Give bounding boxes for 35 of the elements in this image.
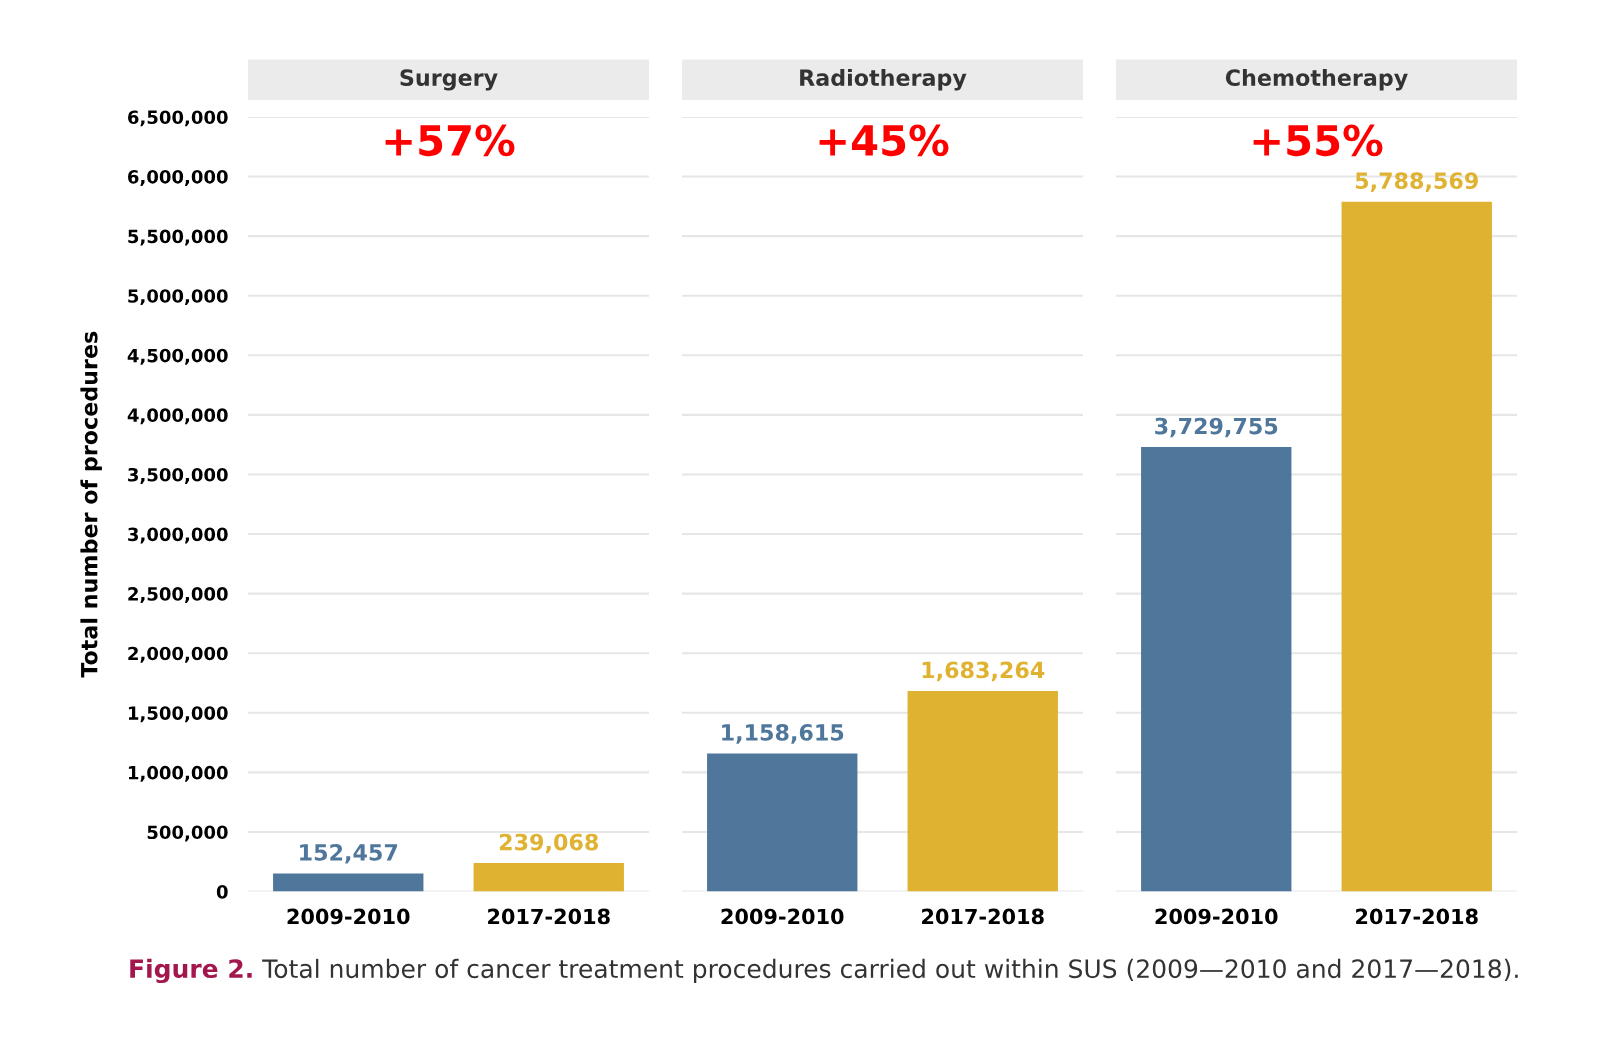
y-tick-label: 1,000,000 — [128, 765, 228, 782]
data-label: 152,457 — [300, 843, 398, 864]
y-tick-label: 3,500,000 — [128, 467, 228, 484]
x-tick-label: 2017-2018 — [922, 908, 1044, 925]
data-label: 1,683,264 — [922, 661, 1045, 682]
y-tick-label: 1,500,000 — [128, 706, 228, 723]
chart-title: Chemotherapy — [1225, 68, 1408, 91]
y-tick-label: 2,500,000 — [128, 587, 228, 604]
y-tick-label: 5,500,000 — [128, 229, 228, 246]
y-tick-label: 6,000,000 — [128, 169, 228, 186]
x-tick-label: 2009-2010 — [287, 908, 410, 925]
y-axis-title: Total number of procedures — [80, 331, 102, 678]
annotation: +45% — [819, 124, 949, 157]
y-tick-label: 500,000 — [147, 825, 228, 842]
data-label: 239,068 — [499, 833, 598, 854]
data-label: 1,158,615 — [722, 724, 844, 744]
data-label: 3,729,755 — [1155, 417, 1278, 438]
y-tick-label: 5,000,000 — [128, 289, 228, 306]
text: Total number of cancer treatment procedures carried out within SUS (2009—2010 and 2017—2018). — [262, 958, 1518, 984]
annotation: +55% — [1253, 124, 1383, 157]
y-tick-label: 4,000,000 — [127, 408, 228, 425]
annotation: +57% — [385, 124, 515, 157]
x-tick-label: 2017-2018 — [1356, 908, 1478, 925]
y-tick-label: 2,000,000 — [128, 646, 228, 663]
x-tick-label: 2009-2010 — [721, 908, 844, 925]
y-tick-label: 6,500,000 — [128, 110, 228, 127]
x-tick-label: 2017-2018 — [488, 908, 610, 925]
chart-title: Radiotherapy — [800, 68, 967, 91]
y-tick-label: 4,500,000 — [127, 348, 228, 365]
chart-title: Surgery — [400, 69, 498, 91]
y-tick-label: 0 — [216, 885, 228, 899]
caption: Figure 2. — [130, 958, 252, 984]
y-tick-label: 3,000,000 — [128, 527, 228, 544]
x-tick-label: 2009-2010 — [1155, 908, 1278, 925]
data-label: 5,788,569 — [1355, 172, 1478, 192]
